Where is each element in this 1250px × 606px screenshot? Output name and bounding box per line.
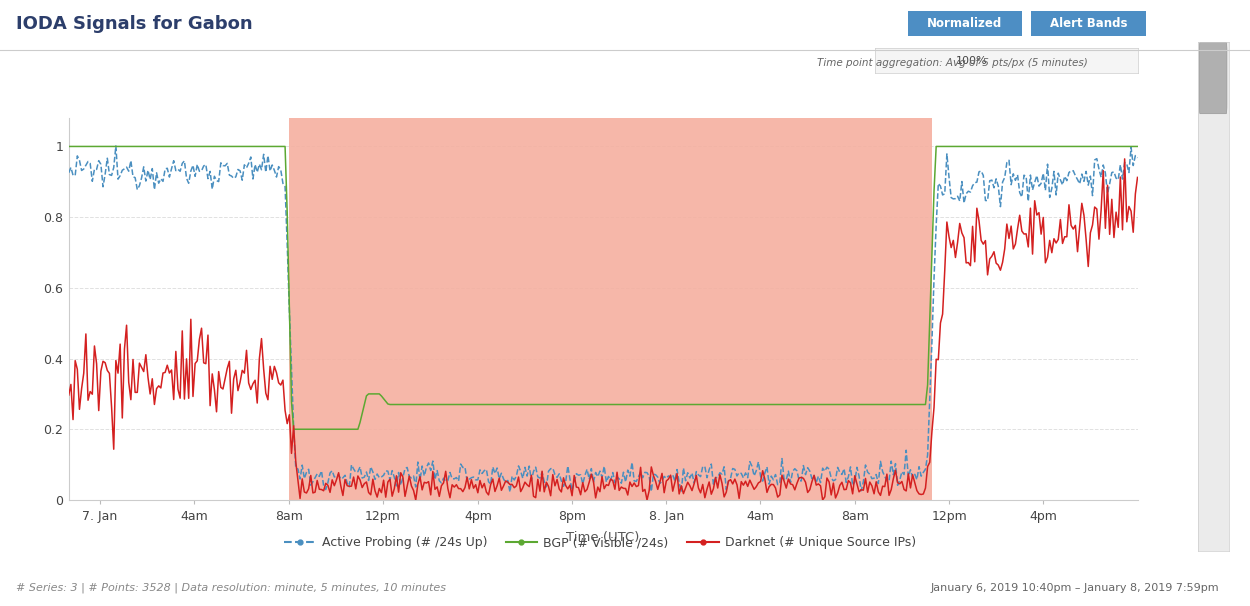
Text: IODA Signals for Gabon: IODA Signals for Gabon [16, 15, 252, 33]
Legend: Active Probing (# /24s Up), BGP (# Visible /24s), Darknet (# Unique Source IPs): Active Probing (# /24s Up), BGP (# Visib… [279, 531, 921, 554]
Text: Time point aggregation: Avg of 5 pts/px (5 minutes): Time point aggregation: Avg of 5 pts/px … [816, 58, 1088, 68]
X-axis label: Time (UTC): Time (UTC) [566, 531, 640, 544]
Text: Normalized: Normalized [928, 17, 1003, 30]
FancyBboxPatch shape [1200, 42, 1228, 114]
Text: Alert Bands: Alert Bands [1050, 17, 1128, 30]
Bar [289, 118, 932, 500]
Text: # Series: 3 | # Points: 3528 | Data resolution: minute, 5 minutes, 10 minutes: # Series: 3 | # Points: 3528 | Data reso… [16, 582, 446, 593]
Text: January 6, 2019 10:40pm – January 8, 2019 7:59pm: January 6, 2019 10:40pm – January 8, 201… [930, 582, 1219, 593]
Text: 100%: 100% [956, 56, 988, 65]
